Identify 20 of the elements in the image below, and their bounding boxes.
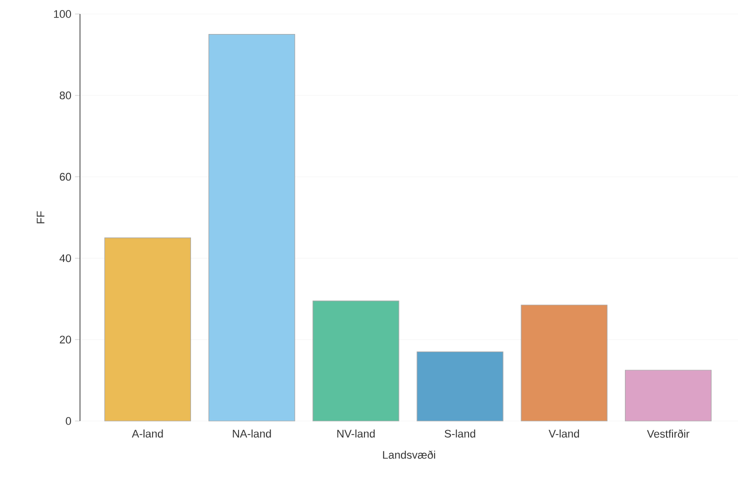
bar — [520, 304, 608, 422]
x-tick-label: NA-land — [232, 430, 271, 438]
x-tick-label: S-land — [444, 430, 476, 438]
y-tick-label: 20 — [60, 336, 72, 344]
bar — [208, 34, 296, 422]
y-tick-label: 100 — [54, 10, 72, 18]
x-axis-title: Landsvæði — [383, 450, 436, 459]
bar — [624, 370, 712, 422]
x-tick-label: Vestfirðir — [646, 430, 690, 438]
y-tick-label: 40 — [60, 254, 72, 262]
y-tick-label: 80 — [60, 92, 72, 100]
y-axis-title: FF — [36, 211, 44, 224]
x-tick-label: V-land — [548, 430, 579, 438]
bar — [312, 300, 400, 422]
y-tick-label: 0 — [66, 417, 72, 425]
x-tick-label: A-land — [132, 430, 163, 438]
x-tick-label: NV-land — [337, 430, 375, 438]
bar — [416, 352, 504, 422]
bar — [104, 238, 191, 422]
y-tick-label: 60 — [60, 172, 72, 181]
